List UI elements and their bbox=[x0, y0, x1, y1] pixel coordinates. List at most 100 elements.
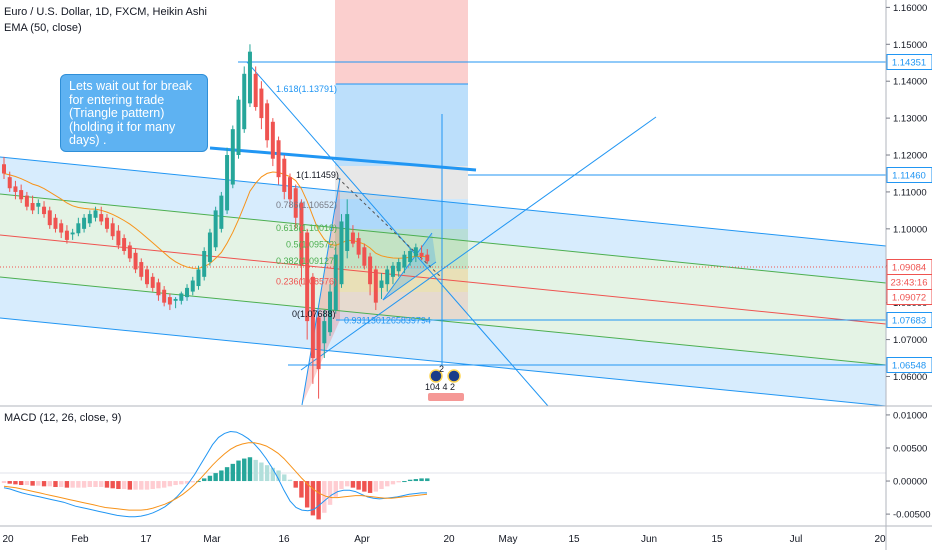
macd-histogram-bar bbox=[304, 481, 310, 508]
macd-histogram-bar bbox=[53, 481, 58, 487]
macd-histogram-bar bbox=[322, 481, 327, 513]
candle-body bbox=[322, 321, 327, 344]
time-axis-label: Jul bbox=[790, 534, 803, 545]
macd-histogram-bar bbox=[253, 459, 258, 482]
note-line: (holding it for many bbox=[69, 119, 176, 134]
macd-histogram-bar bbox=[379, 481, 384, 489]
time-axis[interactable]: 20 Feb 17 Mar 16 Apr 20 May 15 Jun 15 Jul 20 bbox=[2, 534, 886, 545]
candle-body bbox=[373, 269, 378, 303]
signal-line bbox=[3, 442, 428, 511]
macd-histogram-bar bbox=[362, 481, 367, 492]
candle-body bbox=[139, 262, 144, 277]
event-marker-icon bbox=[429, 369, 443, 383]
macd-axis-label: 0.00000 bbox=[893, 477, 927, 488]
macd-histogram-bar bbox=[13, 481, 18, 485]
candle-body bbox=[53, 217, 58, 229]
price-axis-label: 1.13000 bbox=[893, 114, 927, 125]
note-line: for entering trade bbox=[69, 92, 165, 107]
macd-histogram-bar bbox=[282, 474, 287, 482]
candle-body bbox=[356, 238, 361, 255]
macd-histogram-bar bbox=[7, 481, 12, 484]
fib-level-label: 0.5(1.09572) bbox=[286, 240, 337, 250]
trend-line-down bbox=[246, 61, 549, 407]
channel-lower-fill bbox=[0, 277, 886, 406]
macd-histogram-bar bbox=[41, 481, 47, 487]
candle-body bbox=[116, 230, 121, 246]
fib-level-label: 0.382(1.09127) bbox=[276, 256, 337, 266]
candle-body bbox=[425, 254, 430, 262]
candle-body bbox=[145, 269, 149, 285]
macd-histogram-bar bbox=[110, 481, 115, 489]
chart-header: Euro / U.S. Dollar, 1D, FXCM, Heikin Ash… bbox=[4, 4, 207, 36]
price-tag-box bbox=[886, 54, 932, 70]
macd-histogram-bar bbox=[93, 481, 98, 487]
macd-histogram-bar bbox=[24, 481, 30, 486]
annotation-layer bbox=[0, 0, 887, 407]
time-axis-label: Mar bbox=[203, 534, 221, 545]
candle-body bbox=[196, 269, 201, 287]
macd-histogram-bar bbox=[407, 479, 413, 482]
candle-body bbox=[2, 164, 6, 174]
note-callout[interactable]: Lets wait out for break for entering tra… bbox=[60, 74, 208, 152]
macd-histogram-bar bbox=[367, 481, 373, 493]
candle-body bbox=[396, 262, 401, 272]
macd-histogram-bar bbox=[70, 481, 75, 488]
candle-body bbox=[236, 99, 241, 156]
fib-level-label: 0(1.07688) bbox=[292, 309, 336, 319]
macd-histogram-bar bbox=[287, 479, 293, 482]
event-markers: 2 104 4 2 bbox=[425, 364, 464, 401]
time-axis-label: 20 bbox=[443, 534, 455, 545]
macd-axis-label: 0.01000 bbox=[893, 410, 927, 421]
candle-body bbox=[293, 188, 298, 218]
fib-level-label: 1.618(1.13791) bbox=[276, 84, 337, 94]
macd-axis-label: -0.00500 bbox=[893, 510, 931, 521]
fib-level-label: 0.236(1.08576) bbox=[276, 276, 337, 286]
candle-body bbox=[305, 232, 310, 322]
candle-body bbox=[70, 232, 75, 235]
macd-histogram bbox=[1, 457, 430, 520]
macd-histogram-bar bbox=[219, 470, 224, 482]
channel-upper-fill bbox=[0, 157, 886, 283]
macd-histogram-bar bbox=[173, 481, 178, 486]
macd-axis[interactable]: 0.01000 0.00500 0.00000 -0.00500 bbox=[886, 410, 931, 521]
macd-histogram-bar bbox=[236, 460, 241, 482]
macd-histogram-bar bbox=[270, 467, 276, 482]
candle-body bbox=[24, 195, 29, 207]
candle-body bbox=[133, 252, 138, 270]
price-tag-label: 1.09072 bbox=[892, 293, 926, 304]
pattern-wedge-fill bbox=[383, 233, 436, 300]
trend-line-dashed bbox=[337, 177, 443, 279]
macd-histogram-bar bbox=[18, 481, 24, 486]
macd-histogram-bar bbox=[104, 481, 110, 488]
candle-body bbox=[362, 247, 367, 266]
candle-body bbox=[345, 214, 350, 251]
candle-body bbox=[150, 276, 155, 288]
macd-histogram-bar bbox=[419, 478, 424, 482]
candle-body bbox=[328, 291, 333, 333]
candle-body bbox=[185, 287, 190, 298]
macd-label[interactable]: MACD (12, 26, close, 9) bbox=[4, 412, 122, 424]
chart-title[interactable]: Euro / U.S. Dollar, 1D, FXCM, Heikin Ash… bbox=[4, 6, 207, 18]
time-axis-label: 16 bbox=[278, 534, 290, 545]
time-axis-label: 20 bbox=[874, 534, 886, 545]
macd-histogram-bar bbox=[224, 467, 230, 482]
candle-body bbox=[42, 206, 47, 215]
macd-histogram-bar bbox=[150, 481, 155, 489]
macd-histogram-bar bbox=[127, 481, 133, 490]
macd-histogram-bar bbox=[133, 481, 138, 490]
price-axis-label: 1.11000 bbox=[893, 187, 927, 198]
candle-body bbox=[64, 230, 69, 240]
candle-body bbox=[408, 250, 413, 263]
event-marker-count: 104 4 2 bbox=[425, 382, 455, 392]
candle-body bbox=[190, 280, 195, 292]
macd-histogram-bar bbox=[1, 481, 7, 484]
indicator-label[interactable]: EMA (50, close) bbox=[4, 22, 82, 34]
macd-histogram-bar bbox=[310, 481, 316, 516]
fib-level-label: 1(1.11459) bbox=[296, 170, 339, 180]
note-line: days) . bbox=[69, 133, 107, 147]
flag-icon bbox=[428, 393, 464, 401]
candle-body bbox=[202, 250, 207, 277]
position-stop-zone bbox=[335, 0, 468, 84]
candle-body bbox=[299, 203, 304, 266]
macd-histogram-bar bbox=[316, 481, 321, 520]
